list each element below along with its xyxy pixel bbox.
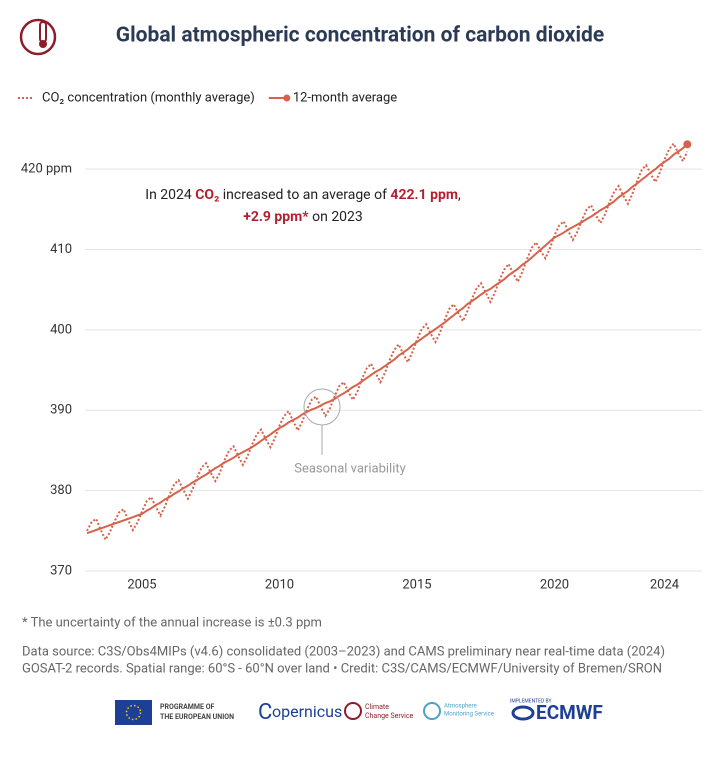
logo-text: Atmosphere [444, 703, 477, 710]
c3s-icon [344, 702, 362, 720]
source: Data source: C3S/Obs4MIPs (v4.6) consoli… [22, 644, 665, 659]
x-tick-label: 2005 [127, 577, 156, 592]
end-marker [683, 140, 692, 149]
y-tick-label: 390 [50, 403, 72, 418]
y-tick-label: 370 [50, 563, 72, 578]
cams-icon [423, 702, 441, 720]
annotation-part: CO₂ [195, 187, 219, 203]
legend-label: CO₂ concentration (monthly average) [42, 90, 255, 105]
ecmwf-icon [511, 705, 535, 721]
legend: CO₂ concentration (monthly average) 12-mo… [18, 90, 397, 105]
annotation-part: on 2023 [309, 209, 363, 225]
logo-text: Climate [365, 703, 389, 711]
footnote: * The uncertainty of the annual increase… [22, 615, 322, 630]
y-tick-label: 410 [50, 242, 72, 257]
logo-text: Monitoring Service [444, 711, 494, 718]
logo-text: Change Service [365, 712, 414, 720]
logo-c: C [258, 700, 272, 725]
callout-circle [303, 388, 341, 426]
annotation: +2.9 ppm* on 2023 [243, 209, 363, 225]
series-line [86, 143, 688, 535]
logo-text: PROGRAMME OF [160, 703, 215, 711]
series-line [86, 141, 689, 542]
annotation-part: +2.9 ppm* [243, 209, 309, 225]
annotation-part: increased to an average of [219, 187, 390, 203]
logo-text: opernicus [272, 702, 342, 721]
plot-area: 370 380 390 400 410 420 ppm 2005 2010 2015 2020 20… [21, 140, 702, 592]
x-tick-label: 2024 [650, 577, 680, 592]
logo-icon [19, 18, 57, 56]
annotation-part: , [458, 187, 461, 203]
x-tick-label: 2020 [540, 577, 569, 592]
logo-text: ECMWF [536, 701, 603, 724]
eu-stars [125, 704, 142, 721]
callout-label: Seasonal variability [294, 461, 406, 476]
source: GOSAT-2 records. Spatial range: 60°S - 6… [22, 661, 662, 676]
eu-flag [115, 700, 152, 725]
x-tick-label: 2010 [265, 577, 294, 592]
annotation-part: 422.1 ppm [390, 187, 458, 203]
annotation: In 2024 CO₂ increased to an average of 4… [145, 187, 461, 203]
annotation-part: In 2024 [145, 187, 195, 203]
y-tick-label: 400 [50, 322, 72, 337]
y-tick-label: 380 [50, 483, 72, 498]
legend-swatch [283, 94, 291, 102]
logo-text: IMPLEMENTED BY [510, 698, 551, 704]
y-tick-label: 420 ppm [21, 162, 72, 177]
chart-title: Global atmospheric concentration of carb… [116, 24, 604, 48]
logos: PROGRAMME OF THE EUROPEAN UNION C operni… [115, 698, 603, 725]
legend-label: 12-month average [293, 90, 397, 105]
x-tick-label: 2015 [402, 577, 431, 592]
logo-text: THE EUROPEAN UNION [160, 713, 234, 721]
